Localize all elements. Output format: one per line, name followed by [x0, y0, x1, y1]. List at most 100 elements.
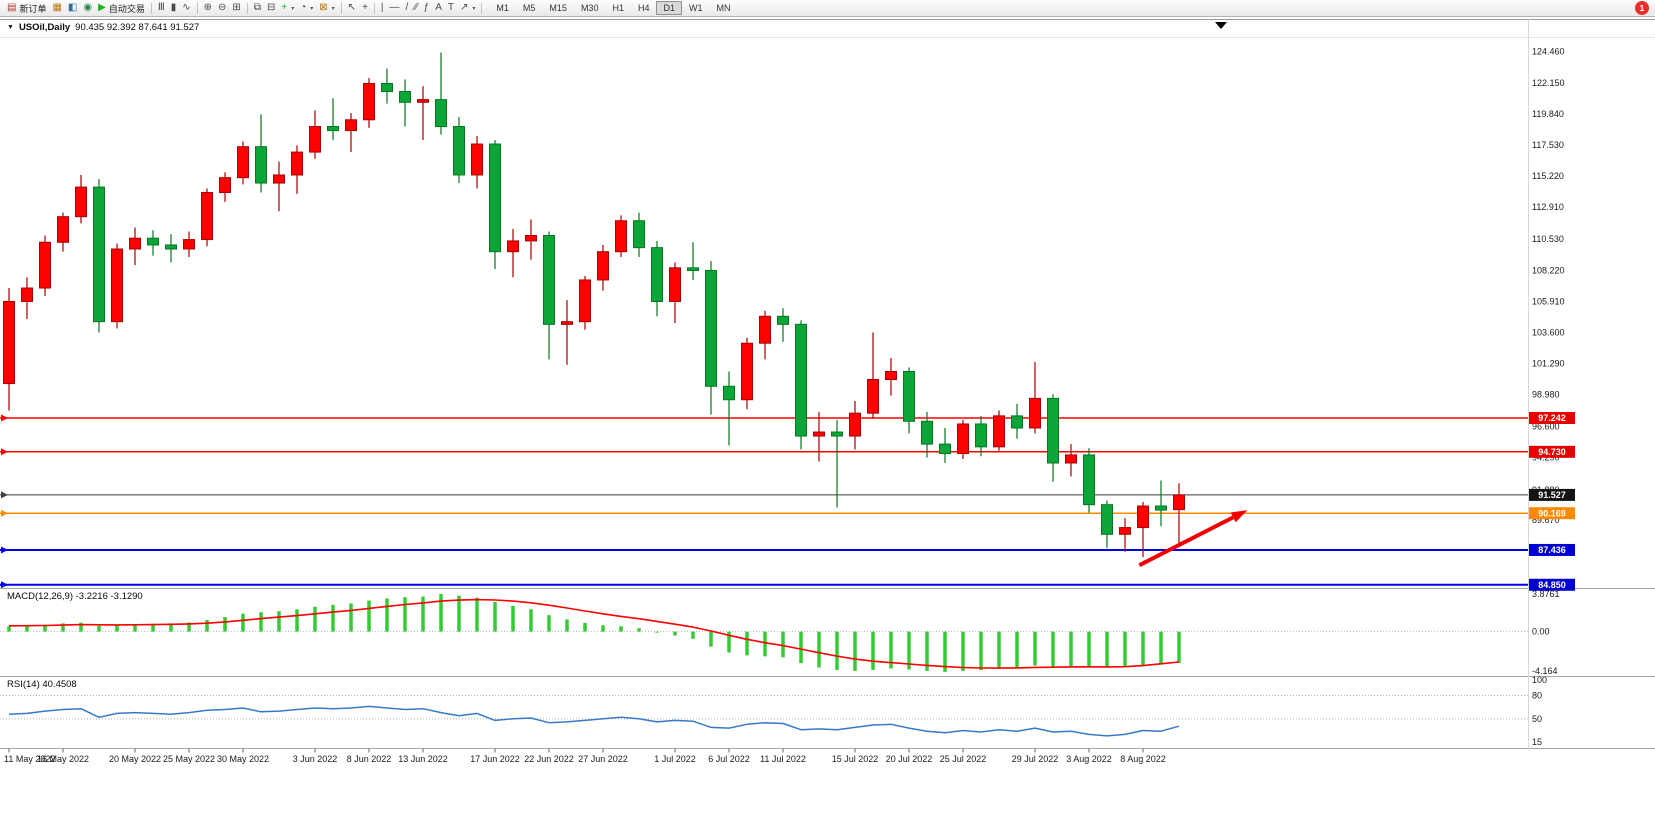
candle-body [579, 279, 591, 323]
candle-body [1011, 415, 1023, 429]
date-axis-label: 22 Jun 2022 [524, 754, 574, 764]
notification-badge[interactable]: 1 [1635, 1, 1649, 15]
timeframe-m1[interactable]: M1 [496, 3, 509, 13]
candle-body [687, 267, 699, 272]
trendline-icon: / [405, 2, 409, 13]
vertical-line-button[interactable]: | [378, 1, 387, 16]
zoom-out-icon: ⊖ [218, 2, 227, 13]
resistance-line-94-730-anchor-icon [1, 448, 8, 456]
candle-body [903, 370, 915, 422]
dropdown-caret-icon: ▾ [472, 5, 476, 12]
date-axis-label: 30 May 2022 [217, 754, 269, 764]
timeframe-mn[interactable]: MN [716, 3, 731, 13]
toolbar-separator [373, 2, 375, 14]
dropdown-caret-icon: ▾ [310, 5, 314, 12]
candle-body [777, 315, 789, 325]
timeframe-m30[interactable]: M30 [580, 3, 599, 13]
toolbar-separator [150, 2, 152, 14]
timeframe-w1[interactable]: W1 [689, 3, 703, 13]
candle-body [957, 423, 969, 455]
cursor-button[interactable]: ↖ [345, 1, 359, 16]
chart-dropdown-icon[interactable]: ▼ [7, 24, 14, 31]
new-order-button[interactable]: ▤ 新订单 [4, 1, 49, 16]
trend-arrow-shaft[interactable] [1138, 515, 1235, 568]
chart-ohlc-values: 90.435 92.392 87.641 91.527 [75, 22, 200, 33]
candle-body [525, 235, 537, 242]
price-axis-label: 117.530 [1532, 140, 1564, 150]
navigator-button[interactable]: ◉ [80, 1, 95, 16]
zoom-in-icon: ⊕ [203, 2, 213, 13]
zoom-in-button[interactable]: ⊕ [201, 1, 215, 16]
date-axis-label: 25 May 2022 [163, 754, 215, 764]
support-line-87-436-badge [1529, 543, 1575, 556]
chart-window-icon: ▦ [52, 2, 62, 13]
cascade-windows-button[interactable]: ⧉ [251, 1, 264, 16]
support-line-87-436-anchor-icon [1, 546, 8, 554]
price-axis-label: 96.600 [1532, 422, 1560, 432]
timeframe-h1[interactable]: H1 [612, 3, 624, 13]
candle-body [75, 186, 87, 218]
candle-body [1065, 454, 1077, 464]
tile-vertical-button[interactable]: ⊟ [264, 1, 278, 16]
candle-body [561, 321, 573, 325]
templates-button[interactable]: ⊠ ▾ [316, 1, 337, 16]
periods-icon: ◔ [300, 2, 307, 13]
toolbar-separator [481, 2, 483, 14]
label-button[interactable]: T [445, 1, 457, 16]
timeframe-d1[interactable]: D1 [656, 1, 682, 15]
tile-windows-icon: ⊞ [232, 2, 241, 13]
bar-chart-type-button[interactable]: Ⅲ [155, 1, 168, 16]
resistance-line-94-730-badge [1529, 445, 1575, 458]
candle-body [417, 99, 429, 103]
trendline-button[interactable]: / [403, 1, 412, 16]
candlestick-type-button[interactable]: ▮ [168, 1, 180, 16]
tile-windows-button[interactable]: ⊞ [229, 1, 243, 16]
date-axis-label: 11 May 2022 [4, 754, 55, 764]
chart-window-button[interactable]: ▦ [49, 1, 64, 16]
price-axis-label: 110.530 [1532, 234, 1564, 244]
line-chart-type-icon: ∿ [182, 2, 191, 13]
candle-body [471, 143, 483, 176]
indicators-button[interactable]: + ▾ [278, 1, 297, 16]
auto-trading-button[interactable]: ▶ 自动交易 [95, 1, 148, 16]
date-axis-label: 27 Jun 2022 [578, 754, 628, 764]
horizontal-line-button[interactable]: — [387, 1, 403, 16]
candle-body [255, 146, 267, 184]
arrows-icon: ↗ [459, 2, 469, 13]
new-order-icon: ▤ [7, 2, 17, 13]
bar-chart-type-icon: Ⅲ [157, 2, 165, 13]
line-chart-type-button[interactable]: ∿ [179, 1, 193, 16]
date-axis-label: 17 Jun 2022 [470, 754, 520, 764]
text-button[interactable]: A [432, 1, 445, 16]
candle-body [669, 267, 681, 302]
date-axis-label: 13 Jun 2022 [398, 754, 448, 764]
candle-body [831, 431, 843, 437]
price-axis-label: 103.600 [1532, 327, 1565, 337]
arrows-button[interactable]: ↗ ▾ [457, 1, 478, 16]
timeframe-h4[interactable]: H4 [637, 3, 650, 13]
indicators-icon: + [281, 2, 288, 13]
timeframe-m5[interactable]: M5 [522, 3, 536, 13]
candlestick-type-icon: ▮ [170, 2, 177, 13]
fibonacci-button[interactable]: ƒ [421, 1, 433, 16]
zoom-out-button[interactable]: ⊖ [215, 1, 229, 16]
rsi-line [8, 705, 1180, 737]
candle-body [399, 91, 411, 103]
price-axis-label: 108.220 [1532, 265, 1565, 275]
candle-body [327, 126, 339, 132]
timeframe-m15[interactable]: M15 [549, 3, 567, 13]
trend-arrow-head[interactable] [1230, 510, 1248, 523]
rsi-axis-label: 100 [1532, 675, 1547, 685]
market-watch-button[interactable]: ◧ [65, 1, 80, 16]
candle-body [795, 323, 807, 437]
crosshair-button[interactable]: + [359, 1, 371, 16]
candle-body [759, 315, 771, 344]
candle-body [147, 237, 159, 246]
periods-button[interactable]: ◔ ▾ [297, 1, 316, 16]
channel-button[interactable]: ∕∕ [411, 1, 420, 16]
macd-axis-label: -4.164 [1532, 666, 1558, 676]
autoscroll-marker-icon[interactable] [1215, 22, 1227, 29]
candle-body [435, 99, 447, 128]
